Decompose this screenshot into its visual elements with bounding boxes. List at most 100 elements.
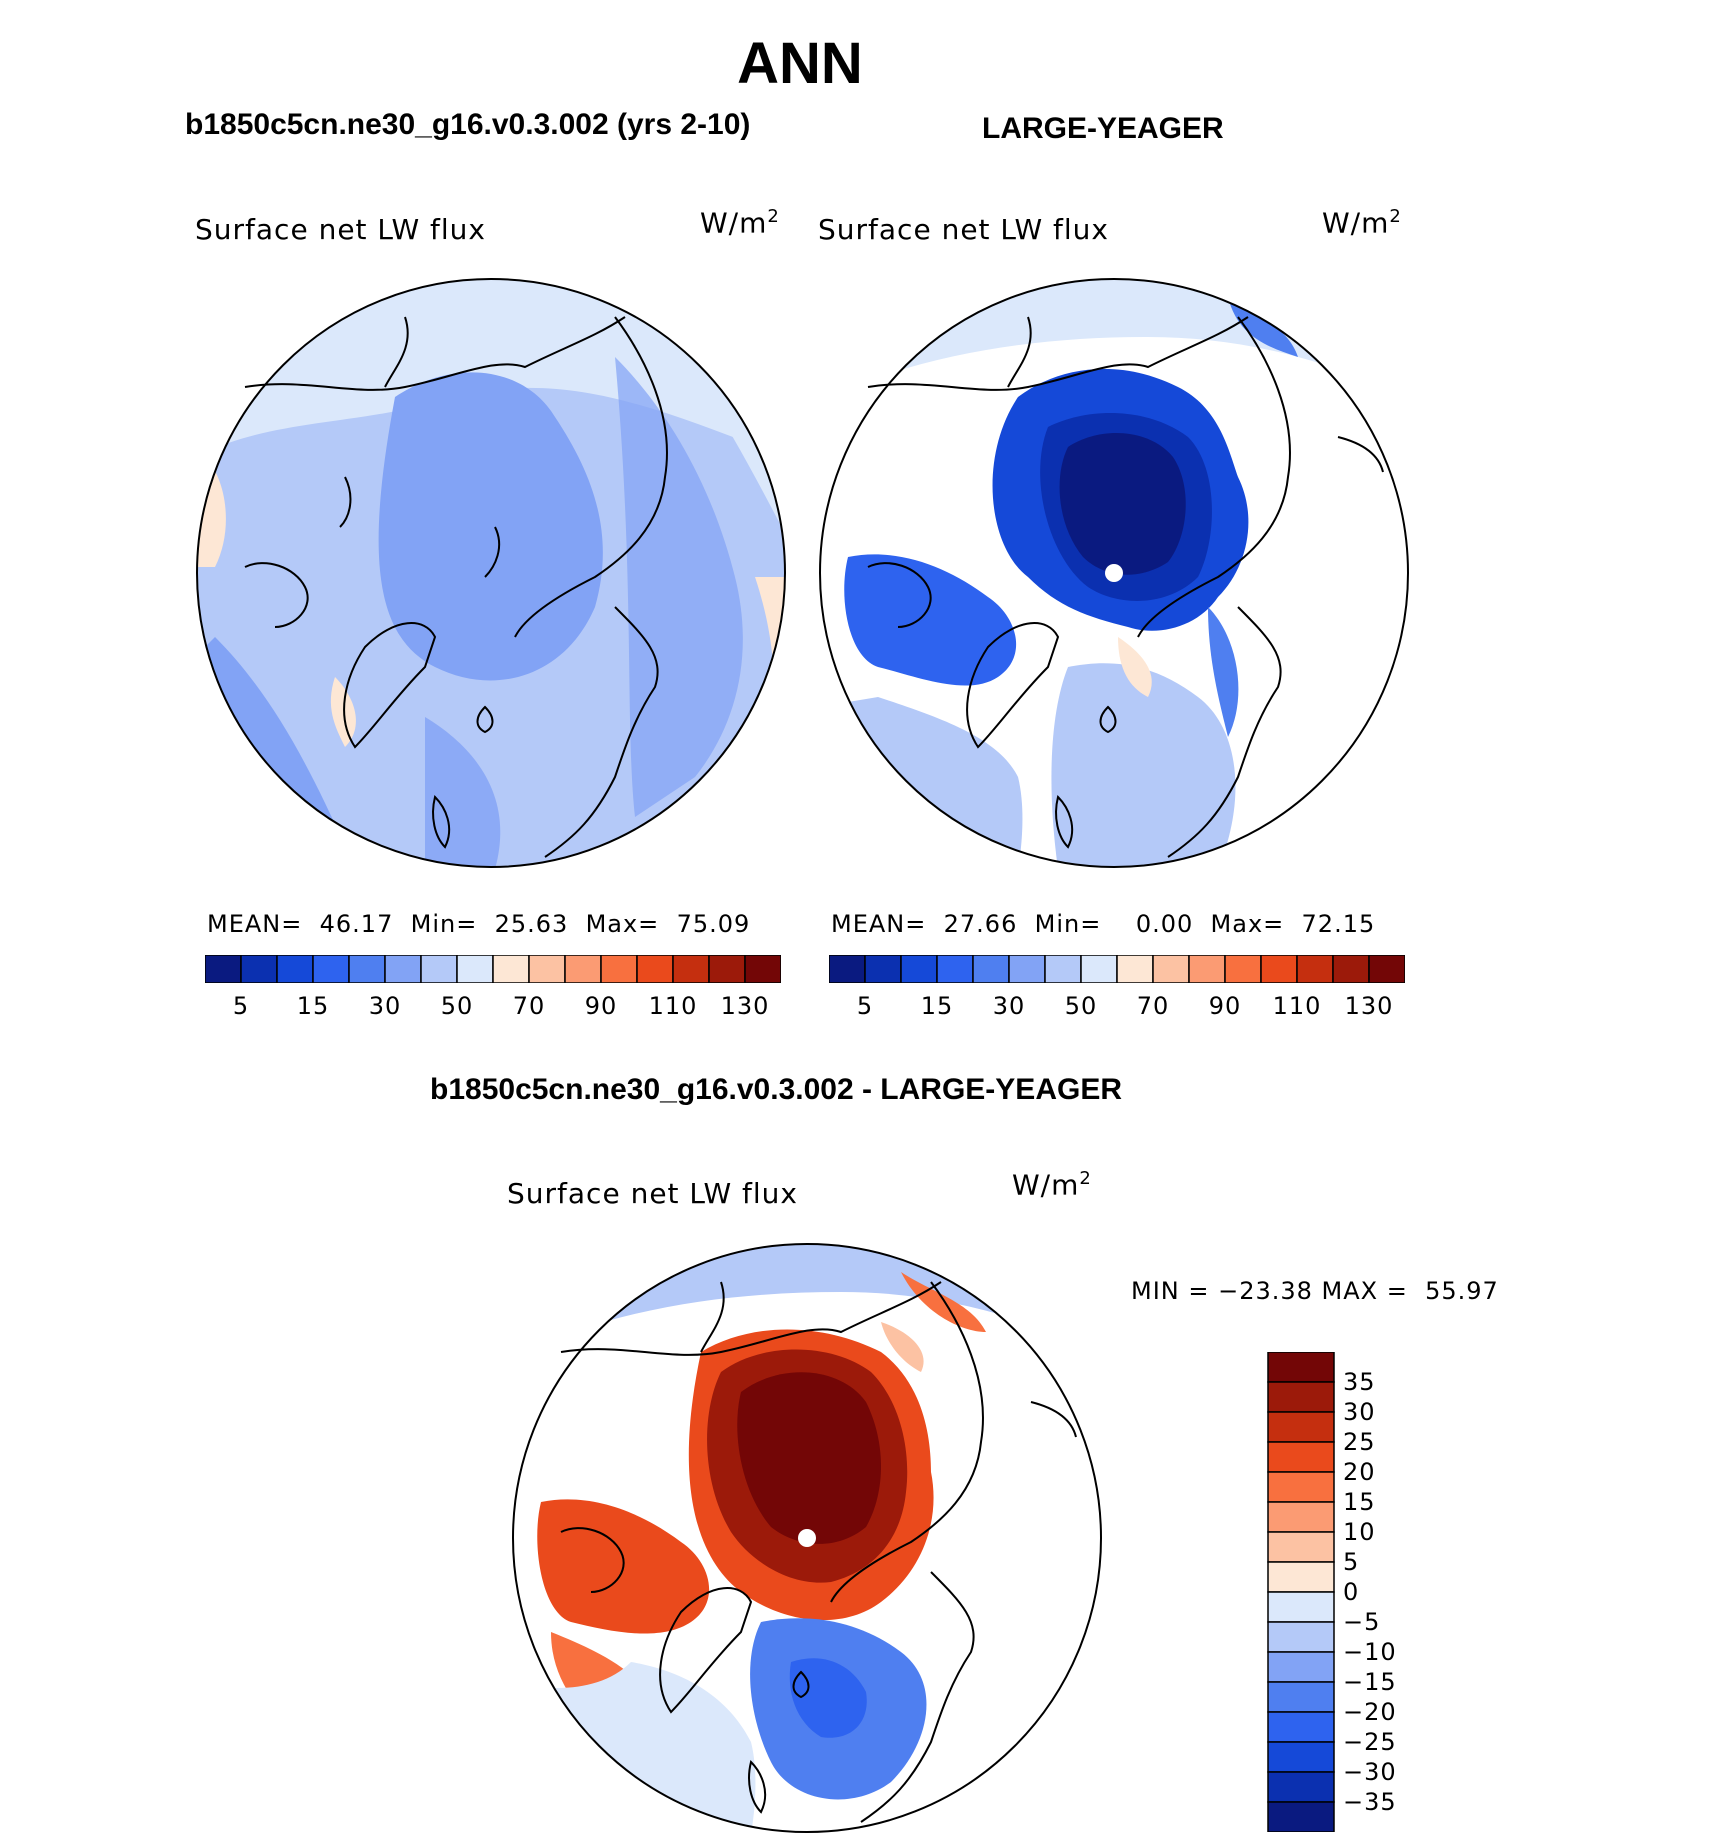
colorbar-swatch [205,955,242,983]
colorbar-tick-label: −25 [1343,1728,1397,1756]
colorbar-tick-label: 110 [1272,992,1322,1020]
colorbar-swatch [636,955,674,983]
colorbar-swatch [420,955,458,983]
colorbar-tick-label: −15 [1343,1668,1397,1696]
colorbar-diff-labels: 35 30 25 20 15 10 5 0 −5 −10 −15 −20 −25 −30 −35 [1343,1352,1443,1832]
colorbar-swatch [1267,1381,1335,1413]
colorbar-tick-label: 5 [856,992,874,1020]
colorbar-swatch [276,955,314,983]
colorbar-swatch [1296,955,1334,983]
colorbar-swatch [312,955,350,983]
colorbar-swatch [1008,955,1046,983]
diff-variable: Surface net LW flux [507,1177,798,1210]
panel1-case-title: b1850c5cn.ne30_g16.v0.3.002 (yrs 2-10) [185,108,751,141]
colorbar-swatch [1267,1441,1335,1473]
panel2-case-title: LARGE-YEAGER [982,112,1224,145]
panel2-stats: MEAN= 27.66 Min= 0.00 Max= 72.15 [831,910,1376,938]
diff-units: W/m2 [1012,1168,1092,1202]
colorbar-swatch [1267,1741,1335,1773]
colorbar-swatch [564,955,602,983]
colorbar-swatch [972,955,1010,983]
colorbar-swatch [1267,1531,1335,1563]
colorbar-swatch [900,955,938,983]
colorbar-panel2-labels: 5 15 30 50 70 90 110 130 [829,992,1405,1022]
colorbar-swatch [744,955,781,983]
colorbar-tick-label: 90 [1208,992,1242,1020]
colorbar-tick-label: 15 [920,992,954,1020]
colorbar-tick-label: 10 [1343,1518,1376,1546]
colorbar-swatch [348,955,386,983]
colorbar-panel1-labels: 5 15 30 50 70 90 110 130 [205,992,781,1022]
panel2-variable: Surface net LW flux [818,213,1109,246]
diff-stats: MIN = −23.38 MAX = 55.97 [1131,1277,1499,1305]
colorbar-swatch [1116,955,1154,983]
colorbar-tick-label: 15 [1343,1488,1376,1516]
colorbar-tick-label: 0 [1343,1578,1360,1606]
colorbar-swatch [528,955,566,983]
colorbar-tick-label: −10 [1343,1638,1397,1666]
colorbar-tick-label: 30 [992,992,1026,1020]
colorbar-swatch [1080,955,1118,983]
diff-case-title: b1850c5cn.ne30_g16.v0.3.002 - LARGE-YEAG… [430,1073,1122,1106]
colorbar-tick-label: 25 [1343,1428,1376,1456]
colorbar-swatch [1267,1471,1335,1503]
colorbar-diff [1267,1352,1335,1832]
colorbar-tick-label: 20 [1343,1458,1376,1486]
colorbar-tick-label: 30 [368,992,402,1020]
colorbar-tick-label: 90 [584,992,618,1020]
colorbar-tick-label: 15 [296,992,330,1020]
map-diff [512,1243,1102,1833]
colorbar-swatch [600,955,638,983]
colorbar-swatch [1267,1561,1335,1593]
colorbar-tick-label: −30 [1343,1758,1397,1786]
map-panel2 [819,278,1409,868]
colorbar-swatch [1267,1711,1335,1743]
colorbar-swatch [1267,1771,1335,1803]
colorbar-tick-label: −35 [1343,1788,1397,1816]
colorbar-tick-label: 110 [648,992,698,1020]
colorbar-tick-label: −5 [1343,1608,1381,1636]
colorbar-swatch [1224,955,1262,983]
colorbar-swatch [1267,1411,1335,1443]
panel2-units: W/m2 [1322,206,1402,240]
panel1-stats: MEAN= 46.17 Min= 25.63 Max= 75.09 [207,910,751,938]
colorbar-swatch [1267,1591,1335,1623]
colorbar-tick-label: 70 [512,992,546,1020]
colorbar-swatch [384,955,422,983]
colorbar-panel2 [829,955,1405,983]
colorbar-swatch [1152,955,1190,983]
colorbar-swatch [1044,955,1082,983]
colorbar-tick-label: 50 [1064,992,1098,1020]
colorbar-swatch [492,955,530,983]
colorbar-tick-label: 30 [1343,1398,1376,1426]
colorbar-swatch [1267,1621,1335,1653]
main-title: ANN [737,31,863,96]
colorbar-tick-label: 70 [1136,992,1170,1020]
colorbar-tick-label: 5 [232,992,250,1020]
colorbar-swatch [1267,1352,1335,1383]
colorbar-tick-label: −20 [1343,1698,1397,1726]
colorbar-swatch [1267,1681,1335,1713]
colorbar-swatch [1368,955,1405,983]
colorbar-swatch [936,955,974,983]
colorbar-swatch [240,955,278,983]
colorbar-swatch [672,955,710,983]
panel1-variable: Surface net LW flux [195,213,486,246]
map-panel1 [196,278,786,868]
colorbar-swatch [708,955,746,983]
colorbar-tick-label: 130 [1344,992,1394,1020]
colorbar-swatch [1267,1801,1335,1832]
colorbar-swatch [829,955,866,983]
panel1-units: W/m2 [700,206,780,240]
colorbar-tick-label: 130 [720,992,770,1020]
colorbar-tick-label: 35 [1343,1368,1376,1396]
colorbar-swatch [1267,1651,1335,1683]
colorbar-swatch [864,955,902,983]
colorbar-swatch [1260,955,1298,983]
colorbar-swatch [1267,1501,1335,1533]
colorbar-swatch [1332,955,1370,983]
colorbar-tick-label: 5 [1343,1548,1360,1576]
colorbar-tick-label: 50 [440,992,474,1020]
colorbar-swatch [1188,955,1226,983]
colorbar-swatch [456,955,494,983]
